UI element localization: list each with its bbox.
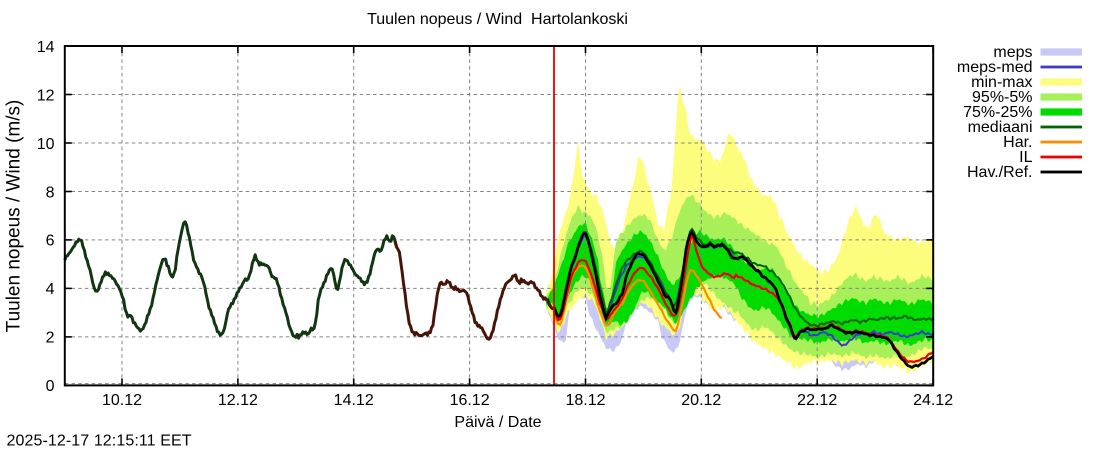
svg-text:Tuulen nopeus / Wind (m/s): Tuulen nopeus / Wind (m/s) <box>4 100 25 333</box>
svg-text:8: 8 <box>46 184 55 201</box>
svg-text:24.12: 24.12 <box>913 392 953 409</box>
svg-text:0: 0 <box>46 378 55 395</box>
svg-text:10: 10 <box>37 136 55 153</box>
svg-text:22.12: 22.12 <box>797 392 837 409</box>
svg-text:4: 4 <box>46 281 55 298</box>
svg-text:Hav./Ref.: Hav./Ref. <box>967 164 1033 181</box>
svg-text:Har.: Har. <box>1003 134 1032 151</box>
svg-text:mediaani: mediaani <box>968 119 1033 136</box>
svg-text:16.12: 16.12 <box>450 392 490 409</box>
svg-text:95%-5%: 95%-5% <box>972 89 1032 106</box>
svg-text:20.12: 20.12 <box>681 392 721 409</box>
svg-text:Tuulen nopeus / Wind Hartolan: Tuulen nopeus / Wind Hartolankoski <box>367 11 628 28</box>
svg-text:6: 6 <box>46 233 55 250</box>
svg-text:IL: IL <box>1019 149 1032 166</box>
svg-text:18.12: 18.12 <box>565 392 605 409</box>
svg-text:meps: meps <box>993 44 1032 61</box>
svg-text:14.12: 14.12 <box>334 392 374 409</box>
svg-text:12: 12 <box>37 87 55 104</box>
svg-text:12.12: 12.12 <box>218 392 258 409</box>
svg-text:14: 14 <box>37 39 55 56</box>
svg-text:2: 2 <box>46 330 55 347</box>
svg-text:2025-12-17 12:15:11 EET: 2025-12-17 12:15:11 EET <box>7 432 192 449</box>
svg-text:75%-25%: 75%-25% <box>963 104 1032 121</box>
svg-text:Päivä / Date: Päivä / Date <box>454 414 541 431</box>
svg-text:meps-med: meps-med <box>957 59 1033 76</box>
svg-text:min-max: min-max <box>971 74 1032 91</box>
svg-text:10.12: 10.12 <box>102 392 142 409</box>
